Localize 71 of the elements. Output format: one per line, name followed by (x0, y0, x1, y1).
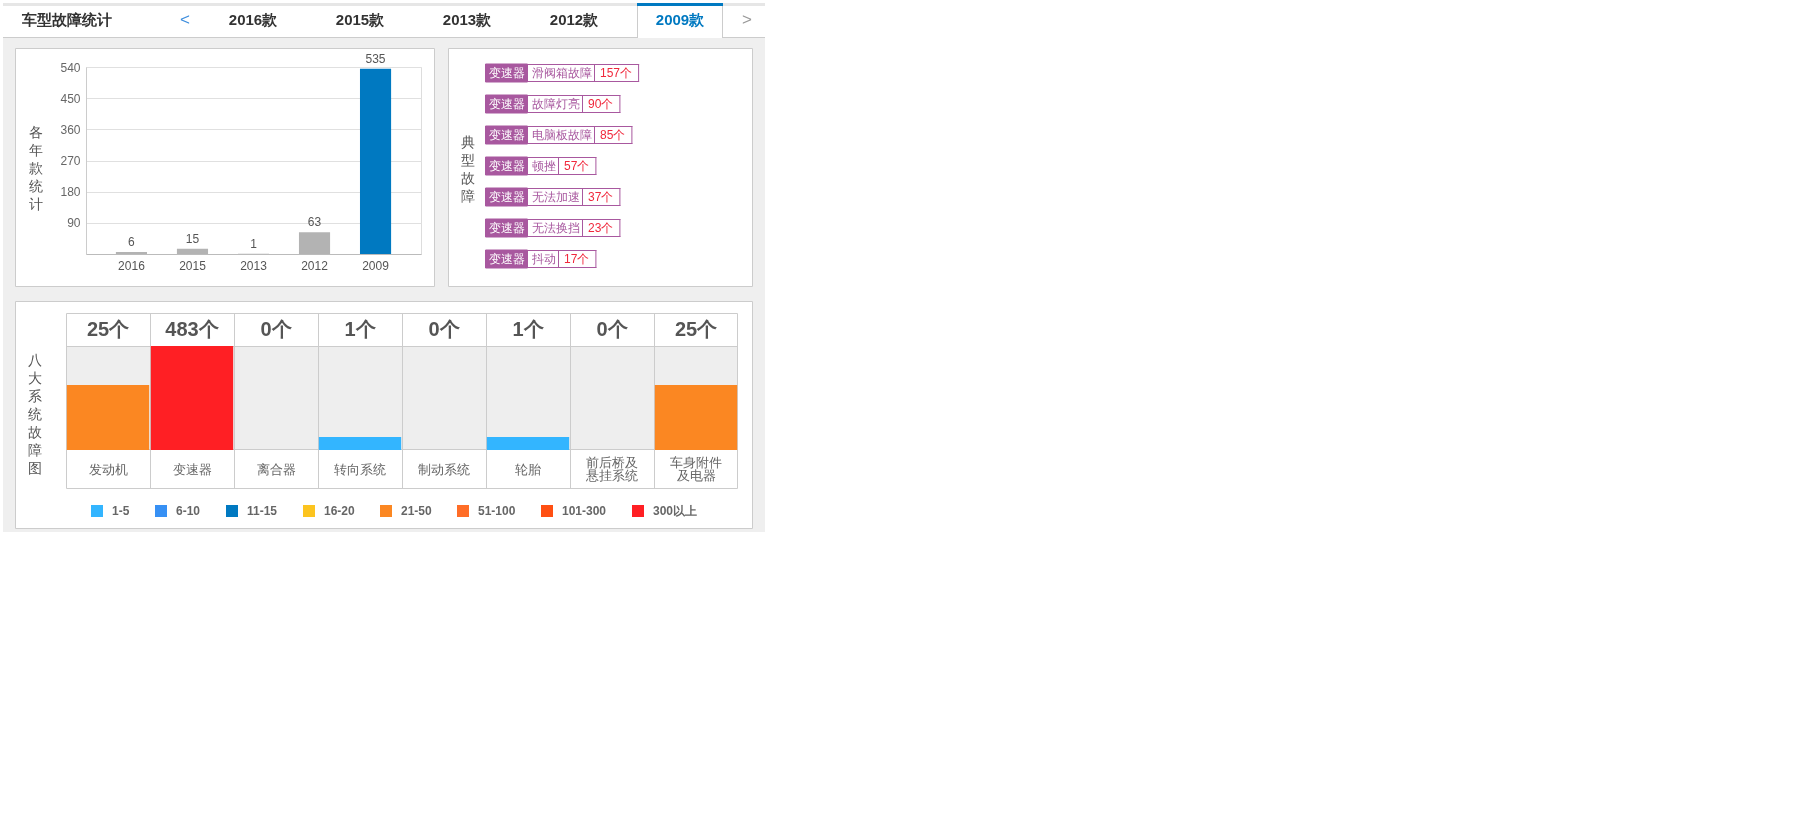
data-label: 15 (185, 231, 200, 246)
y-axis-title: 八大系统故障图 (28, 351, 42, 476)
text: 2009款 (655, 11, 706, 28)
x-tick-label: 制动系统 (418, 462, 470, 477)
text: 1个 (512, 317, 544, 340)
y-tick-label: 540 (60, 60, 81, 75)
text: < (180, 10, 191, 29)
text: 2015款 (335, 11, 386, 28)
legend-label: 101-300 (562, 504, 607, 518)
x-tick-label: 发动机 (88, 462, 128, 477)
data-label: 1 (250, 236, 258, 251)
x-tick-label: 转向系统 (334, 462, 386, 477)
legend-label: 300以上 (653, 504, 698, 518)
data-label: 63 (307, 215, 322, 230)
text: 90个 (588, 97, 614, 111)
y-tick-label: 270 (60, 154, 81, 168)
text: 抖动 (530, 252, 556, 266)
text: 变速器 (488, 159, 525, 173)
x-tick-label: 2015 (179, 258, 207, 273)
text: 典型故障 (461, 133, 475, 204)
text: 车型故障统计 (21, 11, 112, 28)
text: 157个 (600, 66, 633, 80)
x-tick-label: 2013 (240, 258, 268, 273)
legend-label: 11-15 (247, 504, 278, 518)
x-tick-label: 变速器 (172, 462, 212, 477)
text: 无法换挡 (531, 221, 580, 235)
text: 25个 (86, 317, 130, 340)
text: 变速器 (488, 190, 525, 204)
data-label: 6 (128, 234, 136, 249)
text: 57个 (564, 159, 590, 173)
text: 变速器 (488, 97, 525, 111)
text: 1个 (344, 317, 376, 340)
y-tick-label: 180 (60, 185, 81, 200)
text: 2012款 (549, 11, 600, 28)
y-tick-label: 360 (60, 122, 81, 137)
text: 2013款 (442, 11, 493, 28)
x-tick-label: 轮胎 (515, 462, 541, 477)
x-tick-label: 2009 (362, 258, 390, 273)
legend-label: 16-20 (324, 504, 356, 518)
text: 顿挫 (531, 159, 556, 173)
x-tick-label: 离合器 (256, 461, 296, 477)
legend-label: 1-5 (112, 504, 130, 518)
y-tick-label: 90 (67, 216, 81, 231)
text: 0个 (428, 317, 460, 340)
text: 2016款 (228, 11, 279, 28)
legend-label: 6-10 (176, 504, 201, 518)
text: 0个 (260, 317, 292, 340)
x-tick-label: 车身附件及电器 (670, 456, 722, 483)
text: 23个 (588, 221, 614, 235)
x-tick-label: 前后桥及悬挂系统 (585, 456, 638, 483)
y-tick-label: 450 (60, 91, 81, 106)
legend-label: 51-100 (478, 504, 516, 518)
text: 0个 (596, 317, 628, 340)
text: 85个 (600, 128, 626, 142)
text: 25个 (674, 317, 718, 340)
text: 变速器 (488, 128, 525, 142)
text: 变速器 (488, 66, 525, 80)
legend-label: 21-50 (401, 504, 433, 518)
x-tick-label: 2016 (118, 258, 146, 273)
text: > (742, 10, 753, 29)
text: 37个 (588, 190, 614, 204)
x-tick-label: 2012 (301, 258, 329, 273)
text: 无法加速 (531, 190, 580, 204)
text: 故障灯亮 (531, 97, 580, 111)
text: 变速器 (488, 221, 525, 235)
data-label: 535 (365, 51, 386, 66)
text: 483个 (165, 317, 219, 340)
text: 滑阀箱故障 (531, 66, 592, 80)
y-axis-title: 各年款统计 (28, 123, 43, 212)
text: 17个 (564, 252, 590, 266)
text: 电脑板故障 (531, 128, 592, 142)
